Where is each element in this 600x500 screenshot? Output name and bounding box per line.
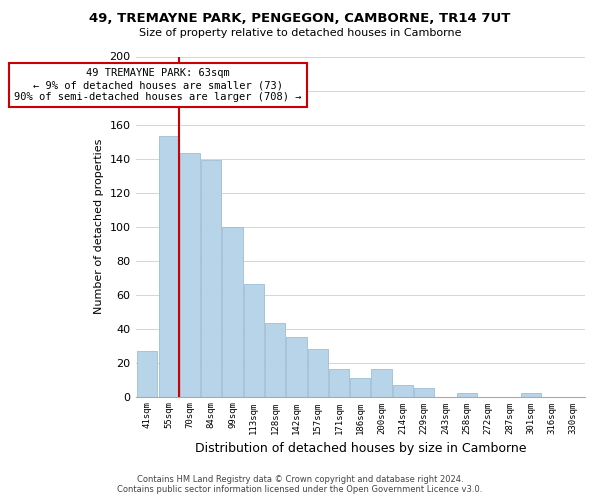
Bar [329, 370, 349, 396]
Bar [457, 393, 477, 396]
X-axis label: Distribution of detached houses by size in Camborne: Distribution of detached houses by size … [194, 442, 526, 455]
Bar [265, 324, 285, 396]
Bar [350, 378, 370, 396]
Bar [371, 370, 392, 396]
Bar [137, 350, 157, 397]
Text: 49 TREMAYNE PARK: 63sqm
← 9% of detached houses are smaller (73)
90% of semi-det: 49 TREMAYNE PARK: 63sqm ← 9% of detached… [14, 68, 302, 102]
Y-axis label: Number of detached properties: Number of detached properties [94, 139, 104, 314]
Bar [180, 154, 200, 396]
Bar [223, 226, 242, 396]
Bar [521, 393, 541, 396]
Bar [286, 337, 307, 396]
Bar [308, 349, 328, 397]
Bar [414, 388, 434, 396]
Text: Size of property relative to detached houses in Camborne: Size of property relative to detached ho… [139, 28, 461, 38]
Text: Contains HM Land Registry data © Crown copyright and database right 2024.
Contai: Contains HM Land Registry data © Crown c… [118, 474, 482, 494]
Bar [201, 160, 221, 396]
Text: 49, TREMAYNE PARK, PENGEGON, CAMBORNE, TR14 7UT: 49, TREMAYNE PARK, PENGEGON, CAMBORNE, T… [89, 12, 511, 26]
Bar [393, 384, 413, 396]
Bar [244, 284, 264, 397]
Bar [158, 136, 179, 396]
